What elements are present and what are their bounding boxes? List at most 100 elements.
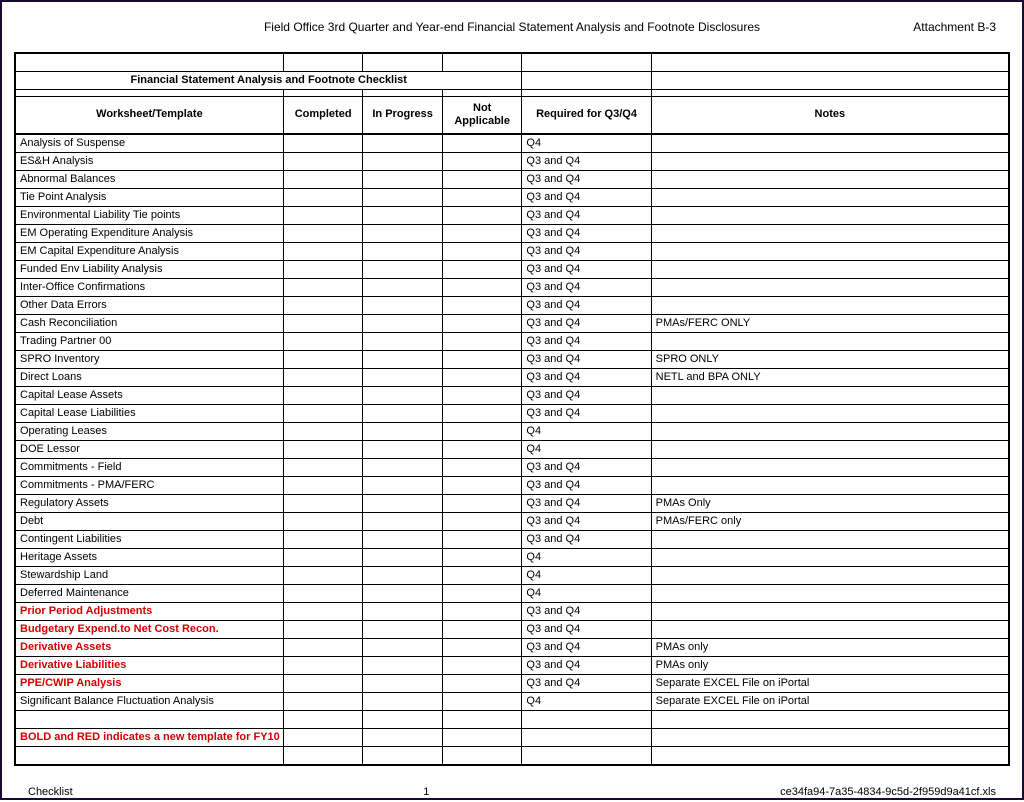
section-title-row: Financial Statement Analysis and Footnot… — [15, 72, 1009, 90]
required-cell: Q3 and Q4 — [522, 153, 651, 171]
empty-cell — [363, 423, 443, 441]
empty-cell — [283, 279, 363, 297]
empty-cell — [363, 585, 443, 603]
empty-cell — [651, 711, 1009, 729]
required-cell: Q3 and Q4 — [522, 675, 651, 693]
required-cell: Q4 — [522, 693, 651, 711]
empty-cell — [363, 279, 443, 297]
notes-cell — [651, 585, 1009, 603]
notes-cell — [651, 261, 1009, 279]
required-cell: Q3 and Q4 — [522, 351, 651, 369]
empty-cell — [442, 387, 522, 405]
empty-cell — [283, 369, 363, 387]
empty-cell — [442, 639, 522, 657]
empty-cell — [363, 171, 443, 189]
empty-cell — [283, 315, 363, 333]
empty-cell — [442, 549, 522, 567]
notes-cell — [651, 297, 1009, 315]
notes-cell — [651, 243, 1009, 261]
page-header: Field Office 3rd Quarter and Year-end Fi… — [14, 12, 1010, 52]
notes-cell: PMAs/FERC only — [651, 513, 1009, 531]
required-cell: Q4 — [522, 585, 651, 603]
empty-cell — [442, 189, 522, 207]
empty-cell — [442, 405, 522, 423]
notes-cell — [651, 207, 1009, 225]
empty-cell — [283, 729, 363, 747]
empty-cell — [363, 207, 443, 225]
empty-cell — [363, 567, 443, 585]
table-row — [15, 747, 1009, 766]
worksheet-cell: Deferred Maintenance — [15, 585, 283, 603]
empty-cell — [363, 315, 443, 333]
empty-cell — [442, 675, 522, 693]
col-header-na: Not Applicable — [442, 97, 522, 135]
empty-cell — [522, 747, 651, 766]
empty-cell — [363, 495, 443, 513]
empty-cell — [363, 153, 443, 171]
worksheet-cell: PPE/CWIP Analysis — [15, 675, 283, 693]
empty-cell — [442, 567, 522, 585]
empty-cell — [442, 153, 522, 171]
table-row: Cash ReconciliationQ3 and Q4PMAs/FERC ON… — [15, 315, 1009, 333]
worksheet-cell: Funded Env Liability Analysis — [15, 261, 283, 279]
empty-cell — [363, 261, 443, 279]
table-row: Prior Period Adjustments Q3 and Q4 — [15, 603, 1009, 621]
worksheet-cell: Capital Lease Assets — [15, 387, 283, 405]
notes-cell: PMAs/FERC ONLY — [651, 315, 1009, 333]
notes-cell: PMAs only — [651, 639, 1009, 657]
notes-cell: PMAs only — [651, 657, 1009, 675]
required-cell: Q3 and Q4 — [522, 369, 651, 387]
table-row: PPE/CWIP AnalysisQ3 and Q4Separate EXCEL… — [15, 675, 1009, 693]
empty-cell — [283, 387, 363, 405]
empty-cell — [283, 513, 363, 531]
empty-cell — [363, 603, 443, 621]
worksheet-cell: Trading Partner 00 — [15, 333, 283, 351]
empty-cell — [442, 171, 522, 189]
worksheet-cell: Budgetary Expend.to Net Cost Recon. — [15, 621, 283, 639]
empty-cell — [15, 747, 283, 766]
empty-cell — [442, 243, 522, 261]
worksheet-cell: ES&H Analysis — [15, 153, 283, 171]
notes-cell: NETL and BPA ONLY — [651, 369, 1009, 387]
required-cell: Q3 and Q4 — [522, 603, 651, 621]
required-cell: Q3 and Q4 — [522, 477, 651, 495]
empty-cell — [442, 351, 522, 369]
empty-cell — [363, 531, 443, 549]
empty-cell — [283, 477, 363, 495]
required-cell: Q3 and Q4 — [522, 225, 651, 243]
empty-cell — [651, 729, 1009, 747]
table-row: Contingent LiabilitiesQ3 and Q4 — [15, 531, 1009, 549]
notes-cell — [651, 153, 1009, 171]
required-cell: Q3 and Q4 — [522, 261, 651, 279]
required-cell: Q3 and Q4 — [522, 207, 651, 225]
empty-cell — [442, 585, 522, 603]
required-cell: Q3 and Q4 — [522, 639, 651, 657]
table-row: DOE LessorQ4 — [15, 441, 1009, 459]
attachment-label: Attachment B-3 — [856, 20, 996, 34]
notes-cell — [651, 279, 1009, 297]
col-header-required: Required for Q3/Q4 — [522, 97, 651, 135]
required-cell: Q3 and Q4 — [522, 387, 651, 405]
table-row: Tie Point AnalysisQ3 and Q4 — [15, 189, 1009, 207]
worksheet-cell: SPRO Inventory — [15, 351, 283, 369]
empty-cell — [363, 297, 443, 315]
legend-text: BOLD and RED indicates a new template fo… — [15, 729, 283, 747]
empty-cell — [442, 747, 522, 766]
empty-cell — [283, 603, 363, 621]
empty-cell — [283, 405, 363, 423]
empty-cell — [651, 747, 1009, 766]
worksheet-cell: Stewardship Land — [15, 567, 283, 585]
worksheet-cell: Derivative Liabilities — [15, 657, 283, 675]
empty-cell — [442, 207, 522, 225]
empty-cell — [283, 171, 363, 189]
table-row — [15, 90, 1009, 97]
column-header-row: Worksheet/Template Completed In Progress… — [15, 97, 1009, 135]
empty-cell — [283, 441, 363, 459]
empty-cell — [442, 369, 522, 387]
worksheet-cell: Prior Period Adjustments — [15, 603, 283, 621]
table-row: Significant Balance Fluctuation Analysis… — [15, 693, 1009, 711]
empty-cell — [522, 729, 651, 747]
worksheet-cell: Other Data Errors — [15, 297, 283, 315]
worksheet-cell: Commitments - Field — [15, 459, 283, 477]
notes-cell — [651, 603, 1009, 621]
